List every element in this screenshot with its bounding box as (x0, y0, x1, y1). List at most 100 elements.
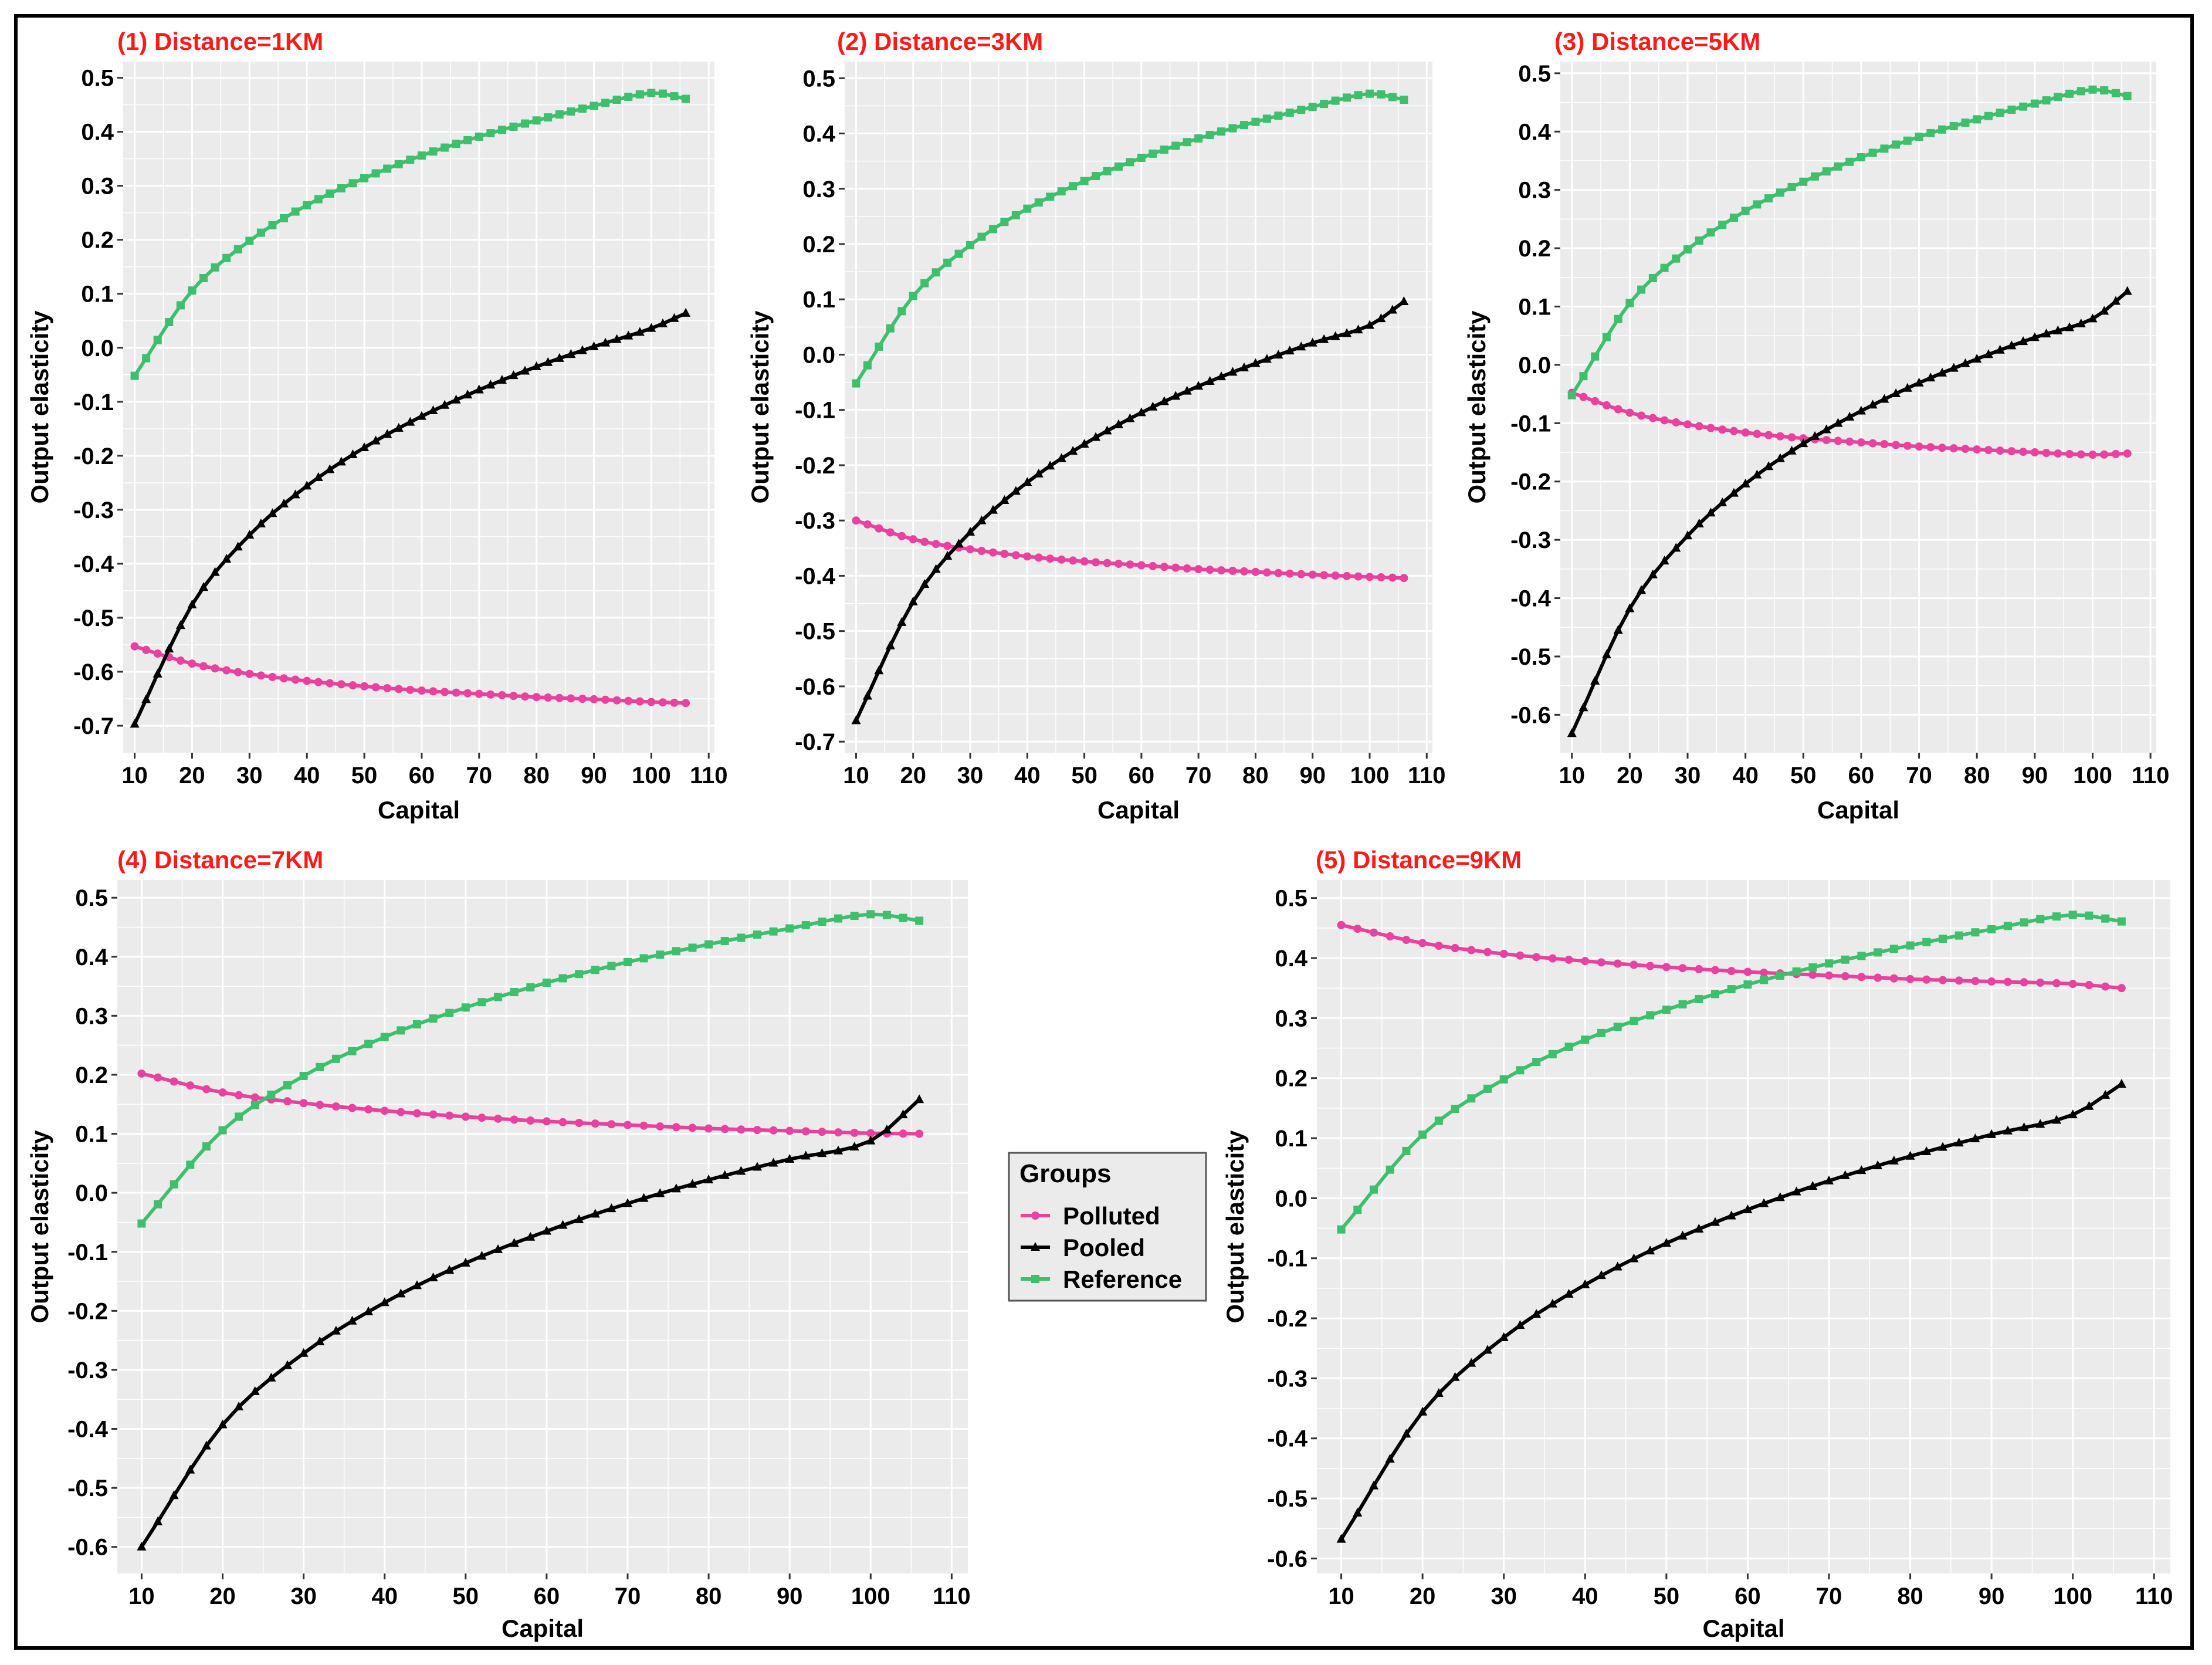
data-point-reference (461, 1003, 470, 1012)
data-point-reference (1892, 140, 1901, 149)
data-point-polluted (1695, 422, 1703, 431)
data-point-reference (1057, 187, 1066, 196)
data-point-polluted (1126, 560, 1134, 569)
data-point-pooled (1891, 388, 1901, 397)
data-point-pooled (1136, 407, 1146, 417)
data-point-pooled (1970, 1133, 1980, 1143)
data-point-reference (532, 116, 541, 125)
y-tick-label: -0.6 (1267, 1546, 1307, 1572)
data-point-pooled (493, 1244, 503, 1253)
data-point-polluted (1386, 932, 1394, 941)
x-tick-label: 110 (2135, 1583, 2173, 1609)
data-point-pooled (2101, 1089, 2111, 1099)
data-point-pooled (153, 1516, 163, 1525)
data-point-pooled (210, 567, 220, 576)
data-point-pooled (1182, 385, 1192, 395)
data-point-pooled (412, 1280, 422, 1290)
data-point-polluted (176, 656, 185, 665)
x-tick-label: 10 (128, 1583, 155, 1609)
data-point-pooled (1159, 396, 1169, 405)
data-point-polluted (1764, 431, 1773, 439)
legend-title: Groups (1019, 1159, 1111, 1188)
data-point-pooled (185, 1464, 195, 1474)
data-point-pooled (1743, 1204, 1753, 1213)
data-point-pooled (520, 366, 530, 375)
data-point-reference (2085, 911, 2094, 920)
data-point-polluted (1149, 561, 1157, 570)
data-point-pooled (348, 449, 358, 459)
data-point-pooled (590, 1209, 600, 1218)
data-point-reference (1400, 96, 1408, 104)
data-point-reference (256, 228, 265, 237)
data-point-polluted (2123, 449, 2132, 458)
data-point-polluted (383, 683, 392, 692)
data-point-reference (2052, 912, 2061, 921)
data-point-pooled (977, 515, 987, 524)
data-point-polluted (429, 687, 438, 696)
data-point-pooled (201, 1440, 211, 1450)
x-tick-label: 70 (1906, 763, 1932, 788)
data-point-polluted (1308, 570, 1317, 579)
data-point-polluted (769, 1126, 778, 1135)
data-point-pooled (1532, 1309, 1542, 1318)
x-tick-label: 30 (290, 1583, 317, 1609)
data-point-pooled (1296, 341, 1306, 351)
data-point-polluted (1320, 571, 1329, 580)
data-point-polluted (1591, 397, 1600, 405)
data-point-pooled (931, 564, 941, 573)
data-point-pooled (315, 1336, 325, 1345)
data-point-reference (521, 119, 530, 128)
data-point-reference (1308, 103, 1317, 111)
data-point-reference (165, 318, 174, 327)
data-point-pooled (1775, 1192, 1785, 1202)
data-point-polluted (875, 524, 883, 533)
data-point-polluted (303, 676, 311, 685)
data-point-polluted (1845, 437, 1854, 446)
data-point-reference (1285, 109, 1294, 117)
y-tick-label: -0.2 (795, 453, 835, 479)
panel-title: (3) Distance=5KM (1554, 28, 1760, 55)
data-point-polluted (222, 666, 231, 675)
data-point-polluted (931, 540, 940, 549)
data-point-pooled (1678, 1230, 1688, 1240)
data-point-polluted (441, 688, 449, 696)
data-point-polluted (532, 693, 541, 702)
y-tick-label: -0.2 (1267, 1306, 1307, 1332)
data-point-polluted (360, 682, 369, 691)
data-point-pooled (141, 694, 151, 703)
data-point-reference (1602, 333, 1611, 341)
data-point-pooled (1694, 518, 1704, 527)
data-point-polluted (555, 693, 564, 702)
data-point-pooled (1840, 1170, 1850, 1179)
data-point-pooled (477, 1251, 487, 1260)
data-point-polluted (1114, 559, 1123, 568)
data-point-pooled (1637, 585, 1647, 594)
data-point-reference (1926, 128, 1935, 137)
data-point-pooled (1648, 569, 1658, 578)
data-point-polluted (364, 1105, 373, 1114)
data-point-polluted (2019, 448, 2028, 456)
data-point-polluted (1183, 564, 1191, 573)
y-tick-label: -0.6 (795, 674, 835, 700)
data-point-polluted (1825, 971, 1833, 980)
data-point-reference (2101, 914, 2110, 923)
y-tick-label: -0.5 (1510, 644, 1551, 670)
data-point-polluted (1971, 977, 1980, 986)
data-point-reference (834, 914, 843, 923)
data-point-polluted (1467, 946, 1476, 955)
data-point-reference (1239, 121, 1248, 130)
data-point-polluted (2117, 984, 2126, 993)
data-point-reference (1764, 194, 1773, 203)
data-point-reference (348, 1047, 357, 1055)
data-point-pooled (382, 429, 392, 438)
data-point-pooled (1983, 349, 1993, 358)
data-point-pooled (943, 551, 953, 560)
data-point-pooled (250, 1386, 260, 1395)
data-point-reference (510, 988, 519, 997)
x-tick-label: 60 (1129, 763, 1155, 788)
data-point-pooled (175, 620, 185, 630)
data-point-pooled (428, 405, 438, 415)
data-point-pooled (851, 715, 861, 725)
data-point-reference (2123, 92, 2132, 100)
data-point-pooled (1434, 1388, 1444, 1397)
